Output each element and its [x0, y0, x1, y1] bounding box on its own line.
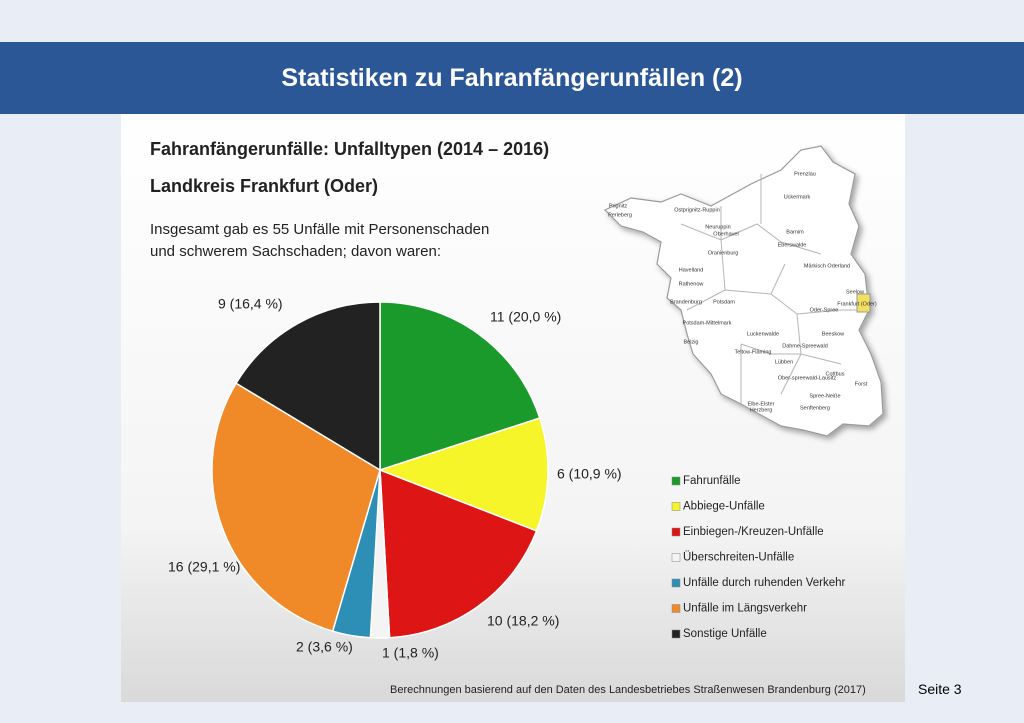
- legend-swatch: [671, 553, 681, 562]
- data-label: 1 (1,8 %): [382, 645, 439, 661]
- legend-label: Fahrunfälle: [683, 475, 741, 487]
- map-label: Teltow-Fläming: [735, 349, 772, 355]
- data-label: 2 (3,6 %): [296, 639, 353, 655]
- pie-slice: [235, 301, 381, 472]
- description-line: und schwerem Sachschaden; davon waren:: [150, 243, 441, 260]
- map-highlight: [856, 293, 871, 313]
- description-line: Insgesamt gab es 55 Unfälle mit Personen…: [150, 221, 489, 238]
- map-label: Märkisch Oderland: [804, 263, 850, 269]
- header-bar: Statistiken zu Fahranfängerunfällen (2): [0, 42, 1024, 114]
- map-label: Luckenwalde: [747, 331, 779, 337]
- legend-swatch: [671, 476, 681, 486]
- map-label: Oder-Spree: [810, 307, 839, 313]
- slide-image: Fahranfängerunfälle: Unfalltypen (2014 –…: [121, 114, 905, 702]
- map-outline: [603, 145, 884, 437]
- data-label: 9 (16,4 %): [218, 296, 283, 312]
- legend-label: Sonstige Unfälle: [683, 628, 767, 640]
- map-label: Havelland: [679, 267, 703, 273]
- slide-title: Statistiken zu Fahranfängerunfällen (2): [281, 64, 743, 92]
- map-label: Potsdam-Mittelmark: [683, 320, 732, 326]
- legend-swatch: [671, 527, 681, 537]
- data-label: 11 (20,0 %): [490, 309, 561, 325]
- map-label: Oranienburg: [708, 250, 739, 256]
- legend-label: Überschreiten-Unfälle: [683, 552, 794, 564]
- chart-title: Fahranfängerunfälle: Unfalltypen (2014 –…: [150, 139, 549, 159]
- pie-slice: [379, 468, 538, 639]
- map-label: Neuruppin: [705, 224, 730, 230]
- legend-label: Unfälle im Längsverkehr: [683, 603, 807, 615]
- map: [603, 145, 884, 437]
- map-label: Seelow: [846, 289, 864, 295]
- map-label: Forst: [855, 381, 868, 387]
- map-label: Cottbus: [826, 371, 845, 377]
- map-label: Ober-spreewald-Lausitz: [778, 375, 837, 381]
- map-label: Rathenow: [679, 281, 704, 287]
- map-label: Elbe-Elster: [748, 401, 775, 407]
- legend-swatch: [671, 604, 681, 613]
- legend-label: Abbiege-Unfälle: [683, 501, 765, 513]
- legend-swatch: [671, 502, 681, 511]
- map-label: Dahme-Spreewald: [782, 343, 828, 349]
- map-label: Belzig: [684, 339, 699, 345]
- map-label: Herzberg: [750, 407, 773, 413]
- pie-slice: [379, 301, 541, 472]
- map-label: Barnim: [786, 229, 804, 235]
- chart-subtitle: Landkreis Frankfurt (Oder): [150, 176, 378, 196]
- map-label: Potsdam: [713, 299, 735, 305]
- map-label: Oberhavel: [713, 231, 738, 237]
- legend-swatch: [671, 578, 681, 588]
- data-label: 16 (29,1 %): [168, 559, 240, 575]
- map-label: Perleberg: [608, 212, 632, 218]
- map-label: Spree-Neiße: [809, 393, 840, 399]
- map-label: Beeskow: [822, 331, 844, 337]
- map-borders: [680, 174, 865, 404]
- map-label: Prignitz: [609, 203, 628, 209]
- data-label: 6 (10,9 %): [557, 466, 622, 482]
- legend-label: Einbiegen-/Kreuzen-Unfälle: [683, 526, 824, 538]
- map-label: Eberswalde: [778, 242, 807, 248]
- map-label: Senftenberg: [800, 405, 830, 411]
- legend-swatch: [671, 629, 681, 639]
- map-label: Lübben: [775, 359, 793, 365]
- map-label: Uckermark: [784, 194, 811, 200]
- map-label: Prenzlau: [794, 171, 816, 177]
- pie-slice: [377, 417, 549, 532]
- source-note: Berechnungen basierend auf den Daten des…: [390, 684, 866, 696]
- page-label: Seite 3: [918, 681, 962, 697]
- legend-label: Unfälle durch ruhenden Verkehr: [683, 577, 846, 589]
- data-label: 10 (18,2 %): [487, 613, 559, 629]
- map-label: Frankfurt (Oder): [837, 301, 877, 307]
- map-label: Ostprignitz-Ruppin: [674, 207, 720, 213]
- map-label: Brandenburg: [670, 299, 702, 305]
